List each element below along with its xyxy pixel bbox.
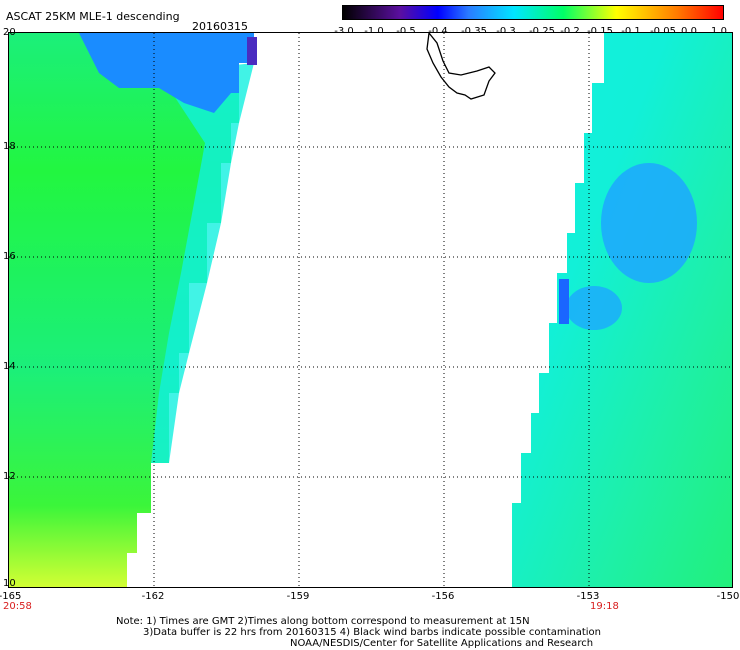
lon-label: -153 <box>576 591 600 602</box>
colorbar-tick: 0.0 <box>681 26 697 37</box>
lon-label: -150 <box>716 591 740 602</box>
lon-label: -156 <box>431 591 455 602</box>
lat-label: 14 <box>3 361 16 372</box>
lat-label: 16 <box>3 251 16 262</box>
left-swath-blue-patch <box>79 33 254 113</box>
lat-label: 12 <box>3 471 16 482</box>
colorbar-ticks: -3.0 -1.0 -0.5 -0.4 -0.35 -0.3 -0.25 -0.… <box>330 26 730 38</box>
left-swath-edge <box>151 63 254 463</box>
colorbar <box>342 5 724 20</box>
time-label-right: 19:18 <box>590 601 619 612</box>
map-panel <box>8 32 733 588</box>
lat-label: 10 <box>3 578 16 589</box>
lat-label: 18 <box>3 141 16 152</box>
lon-label: -162 <box>141 591 165 602</box>
right-swath <box>512 33 732 587</box>
colorbar-tick: -3.0 <box>334 26 354 37</box>
colorbar-tick: -1.0 <box>364 26 384 37</box>
note-line-2: 3)Data buffer is 22 hrs from 20160315 4)… <box>143 627 601 638</box>
colorbar-tick: -0.35 <box>461 26 487 37</box>
colorbar-tick: -0.4 <box>428 26 448 37</box>
lon-label: -165 <box>0 591 22 602</box>
date-label: 20160315 <box>192 20 248 33</box>
grid-lines <box>9 33 732 587</box>
left-swath <box>9 33 254 587</box>
hawaii-island-outline <box>426 33 496 100</box>
colorbar-tick: -0.1 <box>621 26 641 37</box>
colorbar-tick: 1.0 <box>711 26 727 37</box>
lat-label: 20 <box>3 27 16 38</box>
left-swath-purple-cell <box>247 37 257 65</box>
colorbar-tick: -0.25 <box>529 26 555 37</box>
colorbar-tick: -0.05 <box>650 26 676 37</box>
note-line-3: NOAA/NESDIS/Center for Satellite Applica… <box>290 638 594 649</box>
colorbar-tick: -0.15 <box>587 26 613 37</box>
note-line-1: Note: 1) Times are GMT 2)Times along bot… <box>116 616 530 627</box>
map-title: ASCAT 25KM MLE-1 descending <box>6 10 180 23</box>
time-label-left: 20:58 <box>3 601 32 612</box>
colorbar-tick: -0.3 <box>496 26 516 37</box>
colorbar-tick: -0.2 <box>560 26 580 37</box>
right-swath-deep-blue-cell <box>559 279 569 324</box>
lon-label: -159 <box>286 591 310 602</box>
swath-map <box>9 33 732 587</box>
right-swath-blue-patch <box>566 286 622 330</box>
right-swath-blue-patch <box>601 163 697 283</box>
colorbar-tick: -0.5 <box>396 26 416 37</box>
